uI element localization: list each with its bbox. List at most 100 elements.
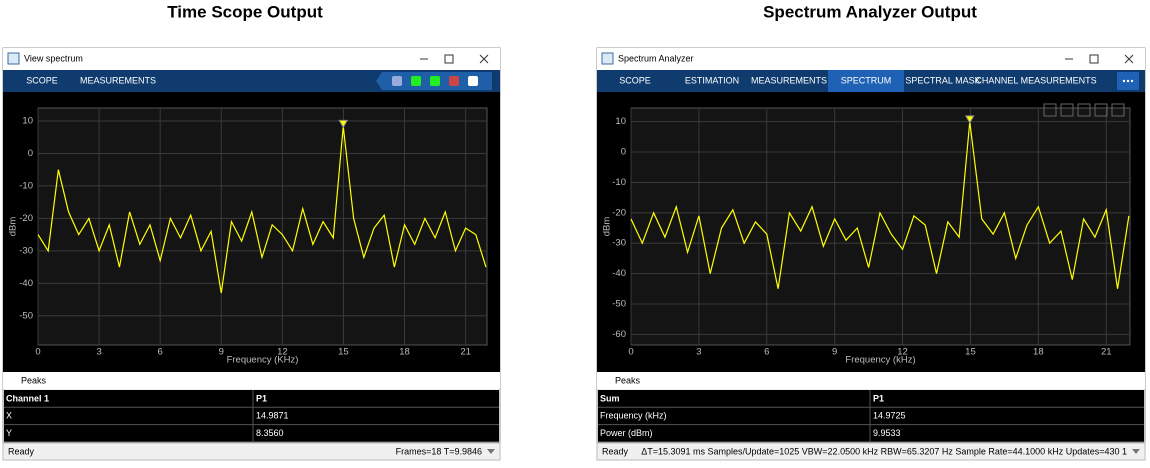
x-tick-label: 21 bbox=[1101, 347, 1112, 358]
toolbar-icon bbox=[468, 76, 478, 86]
table-header: Sum bbox=[600, 393, 620, 403]
status-info: Frames=18 T=9.9846 bbox=[396, 446, 482, 456]
y-tick-label: -10 bbox=[612, 177, 626, 188]
plot-tool-icon bbox=[1111, 103, 1125, 117]
y-axis-label: dBm bbox=[602, 217, 613, 237]
maximize-button bbox=[444, 54, 454, 64]
toolbar-icon bbox=[430, 76, 440, 86]
table-cell: 8.3560 bbox=[256, 428, 284, 438]
tab[interactable]: MEASUREMENTS bbox=[751, 75, 827, 85]
tab[interactable]: SPECTRAL MASK bbox=[905, 75, 980, 85]
toolbar-icon bbox=[449, 76, 459, 86]
y-tick-label: -30 bbox=[19, 245, 33, 256]
table-header: P1 bbox=[256, 393, 267, 403]
table-cell: Y bbox=[6, 428, 12, 438]
title-bar bbox=[597, 48, 1145, 70]
tab[interactable]: SPECTRUM bbox=[841, 75, 892, 85]
table-header: P1 bbox=[873, 393, 884, 403]
x-tick-label: 0 bbox=[628, 347, 633, 358]
table-cell: 9.9533 bbox=[873, 428, 901, 438]
more-dot bbox=[1122, 79, 1126, 83]
x-tick-label: 6 bbox=[158, 347, 163, 358]
window-title: View spectrum bbox=[24, 53, 83, 63]
x-tick-label: 12 bbox=[897, 347, 908, 358]
y-tick-label: -20 bbox=[19, 213, 33, 224]
x-tick-label: 21 bbox=[460, 347, 471, 358]
x-axis-label: Frequency (KHz) bbox=[227, 355, 299, 366]
status-dropdown bbox=[487, 449, 495, 454]
plot-tool-icon bbox=[1077, 103, 1091, 117]
app-icon bbox=[601, 52, 614, 65]
status-bar bbox=[2, 442, 501, 461]
peak-marker bbox=[338, 119, 349, 129]
y-tick-label: -40 bbox=[19, 278, 33, 289]
status-text: Ready bbox=[602, 446, 629, 456]
status-dropdown bbox=[1132, 449, 1140, 454]
status-bar bbox=[596, 442, 1146, 461]
x-tick-label: 15 bbox=[338, 347, 349, 358]
table-cell: Power (dBm) bbox=[600, 428, 653, 438]
table-cell: Frequency (kHz) bbox=[600, 411, 667, 421]
table-cell: 14.9725 bbox=[873, 411, 906, 421]
more-dot bbox=[1130, 79, 1134, 83]
close-button bbox=[1124, 54, 1134, 64]
tab[interactable]: SCOPE bbox=[26, 75, 58, 85]
x-tick-label: 9 bbox=[832, 347, 837, 358]
status-info: ΔT=15.3091 ms Samples/Update=1025 VBW=22… bbox=[641, 446, 1127, 456]
tab[interactable]: MEASUREMENTS bbox=[80, 75, 156, 85]
peak-marker bbox=[964, 115, 975, 124]
maximize-button bbox=[1089, 54, 1099, 64]
y-tick-label: 10 bbox=[22, 116, 33, 127]
x-tick-label: 12 bbox=[277, 347, 288, 358]
x-axis-label: Frequency (kHz) bbox=[845, 355, 915, 366]
y-tick-label: 0 bbox=[28, 148, 33, 159]
y-tick-label: -50 bbox=[19, 310, 33, 321]
y-tick-label: -40 bbox=[612, 268, 626, 279]
x-tick-label: 18 bbox=[1033, 347, 1044, 358]
peaks-header-bar bbox=[3, 372, 500, 389]
peaks-header-bar bbox=[597, 372, 1145, 389]
y-tick-label: -60 bbox=[612, 329, 626, 340]
y-tick-label: -50 bbox=[612, 298, 626, 309]
section-title: Time Scope Output bbox=[167, 2, 323, 21]
plot-tool-icon bbox=[1043, 103, 1057, 117]
toolbar bbox=[3, 70, 500, 92]
peaks-title: Peaks bbox=[615, 375, 641, 385]
x-tick-label: 9 bbox=[219, 347, 224, 358]
close-button bbox=[479, 54, 489, 64]
table-cell: 14.9871 bbox=[256, 411, 289, 421]
x-tick-label: 0 bbox=[35, 347, 40, 358]
plot-tool-icon bbox=[1094, 103, 1108, 117]
table-header: Channel 1 bbox=[6, 393, 49, 403]
y-tick-label: -30 bbox=[612, 238, 626, 249]
axes-bg bbox=[37, 107, 488, 346]
toolbar-icon bbox=[411, 76, 421, 86]
axes-bg bbox=[630, 107, 1131, 346]
y-axis-label: dBm bbox=[8, 217, 19, 237]
spectrum-line bbox=[37, 126, 487, 294]
x-tick-label: 18 bbox=[399, 347, 410, 358]
tab[interactable]: ESTIMATION bbox=[685, 75, 739, 85]
spectrum-line bbox=[630, 121, 1130, 289]
y-tick-label: 0 bbox=[621, 147, 626, 158]
plot-tool-icon bbox=[1060, 103, 1074, 117]
y-tick-label: -20 bbox=[612, 207, 626, 218]
tab-selected bbox=[828, 70, 904, 92]
x-tick-label: 6 bbox=[764, 347, 769, 358]
tab[interactable]: CHANNEL MEASUREMENTS bbox=[975, 75, 1096, 85]
app-icon bbox=[7, 52, 20, 65]
table-cell: X bbox=[6, 411, 12, 421]
x-tick-label: 3 bbox=[696, 347, 701, 358]
peaks-table bbox=[4, 390, 499, 442]
tab[interactable]: SCOPE bbox=[619, 75, 651, 85]
toolbar-icon bbox=[392, 76, 402, 86]
section-title: Spectrum Analyzer Output bbox=[763, 2, 977, 21]
x-tick-label: 15 bbox=[965, 347, 976, 358]
status-text: Ready bbox=[8, 446, 35, 456]
more-dot bbox=[1126, 79, 1130, 83]
y-tick-label: -10 bbox=[19, 180, 33, 191]
peaks-table bbox=[598, 390, 1144, 442]
y-tick-label: 10 bbox=[615, 116, 626, 127]
title-bar bbox=[3, 48, 500, 70]
